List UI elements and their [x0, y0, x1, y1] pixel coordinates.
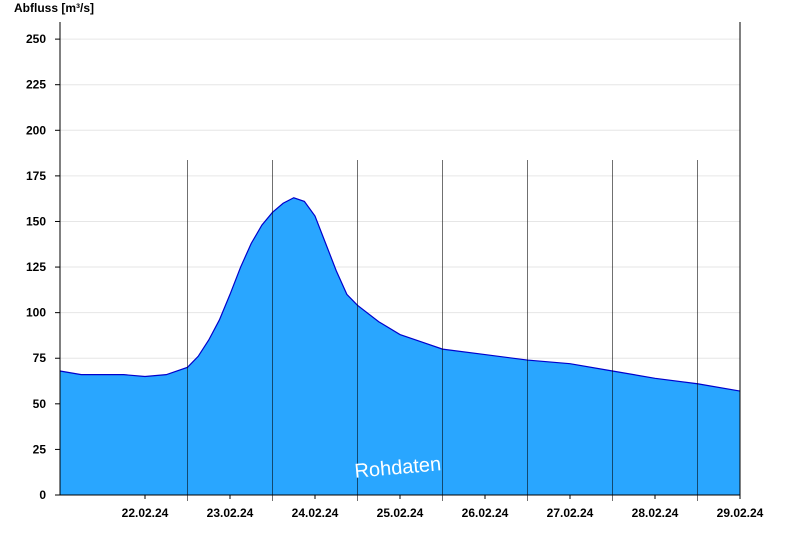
x-tick-label: 25.02.24 — [377, 506, 424, 520]
y-tick-label: 175 — [26, 169, 46, 183]
discharge-line — [59, 197, 741, 392]
y-tick-label: 75 — [33, 351, 47, 365]
x-tick-label: 26.02.24 — [462, 506, 509, 520]
x-tick-label: 29.02.24 — [717, 506, 764, 520]
y-tick-label: 100 — [26, 306, 46, 320]
discharge-area — [60, 197, 740, 495]
y-axis-title: Abfluss [m³/s] — [14, 1, 95, 15]
x-tick-label: 23.02.24 — [207, 506, 254, 520]
y-tick-label: 150 — [26, 214, 46, 228]
x-tick-label: 22.02.24 — [122, 506, 169, 520]
y-tick-label: 200 — [26, 123, 46, 137]
x-tick-label: 24.02.24 — [292, 506, 339, 520]
y-tick-label: 25 — [33, 442, 47, 456]
x-tick-label: 28.02.24 — [632, 506, 679, 520]
y-tick-label: 0 — [39, 488, 46, 502]
y-tick-label: 50 — [33, 397, 47, 411]
y-tick-label: 250 — [26, 32, 46, 46]
y-tick-label: 225 — [26, 78, 46, 92]
x-tick-label: 27.02.24 — [547, 506, 594, 520]
y-tick-label: 125 — [26, 260, 46, 274]
